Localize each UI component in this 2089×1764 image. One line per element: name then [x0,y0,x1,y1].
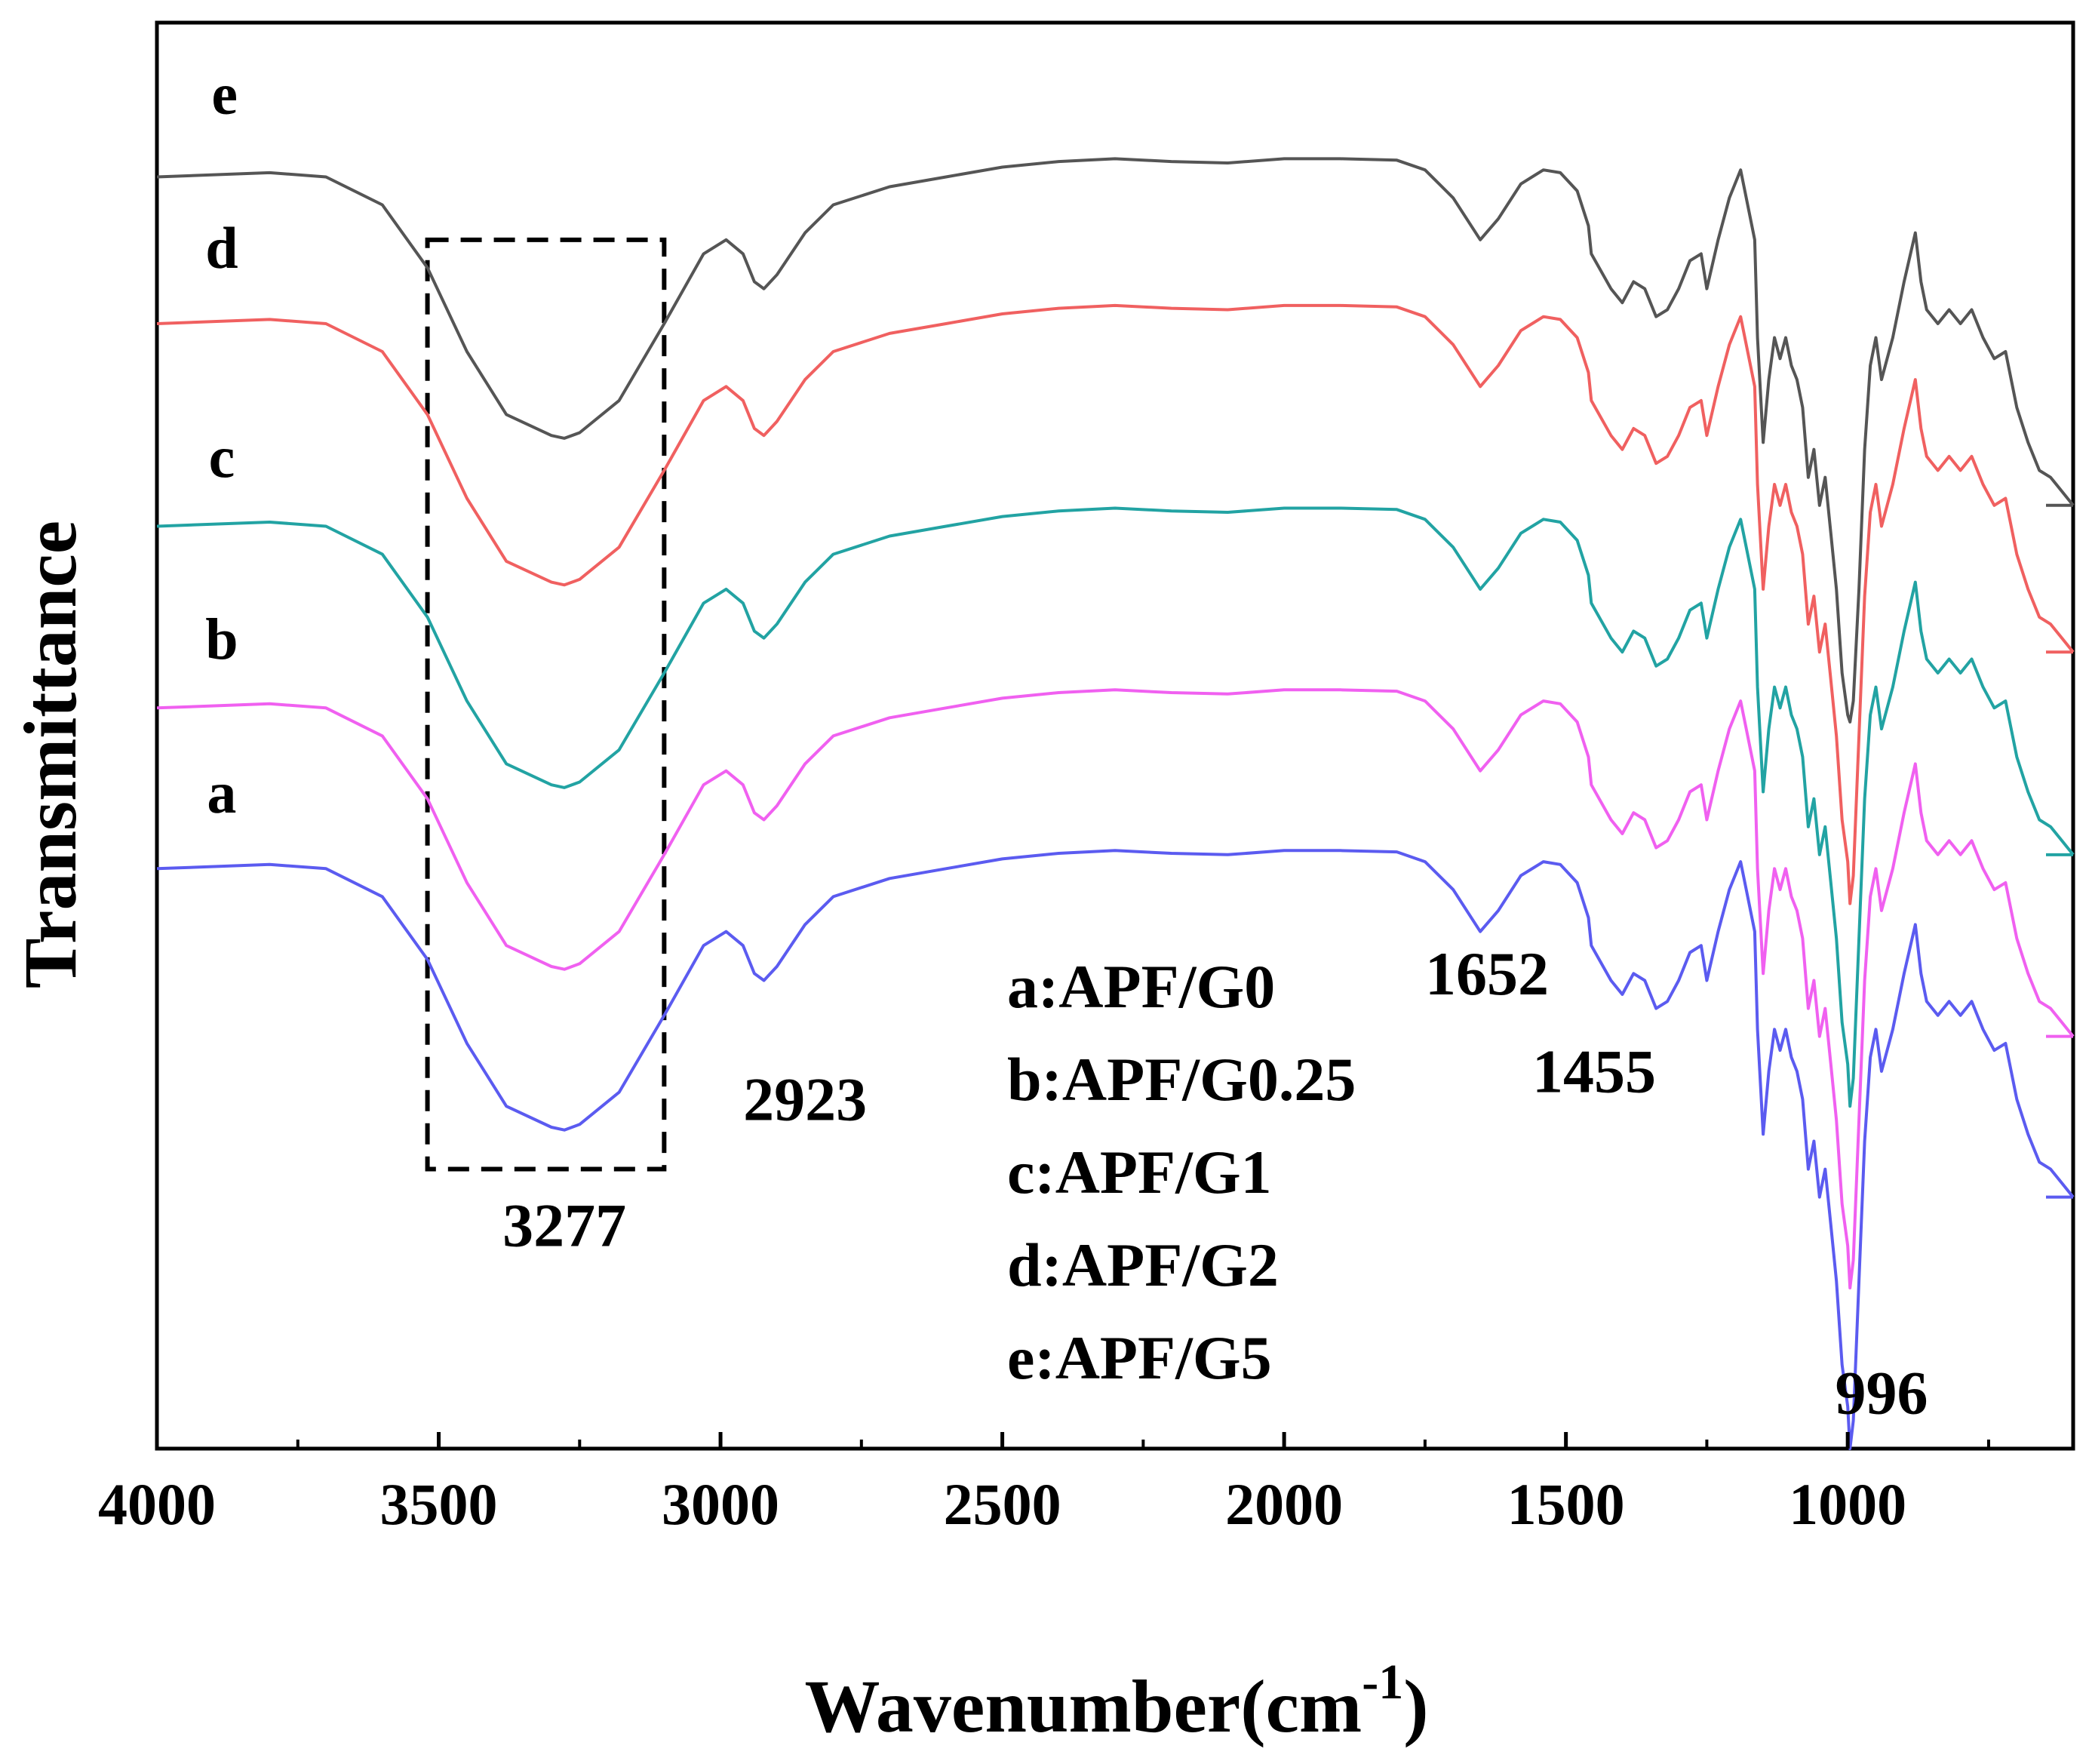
legend: a:APF/G0 b:APF/G0.25 c:APF/G1 d:APF/G2 e:APF… [1007,952,1356,1392]
x-tick-label-1000: 1000 [1789,1471,1906,1537]
x-tick-label-2500: 2500 [944,1471,1061,1537]
x-tick-label-3000: 3000 [662,1471,779,1537]
highlight-box-3277 [425,237,667,1172]
peak-label-3277: 3277 [502,1191,626,1259]
series-line-a [156,849,2075,1450]
x-axis-title-close: ) [1403,1664,1428,1748]
peak-label-1652: 1652 [1425,939,1549,1008]
peak-annotations: 3277 2923 1652 1455 996 [502,939,1928,1427]
series-line-d [156,303,2075,905]
peak-label-996: 996 [1836,1359,1928,1427]
peak-label-2923: 2923 [743,1065,867,1134]
x-axis-ticks: 4000 3500 3000 2500 2000 1500 1000 [98,1432,1990,1537]
curve-label-e: e [211,61,238,127]
x-tick-label-2000: 2000 [1225,1471,1343,1537]
peak-label-1455: 1455 [1532,1037,1656,1106]
right-edge-markers [2046,503,2073,1199]
series-line-b [156,688,2075,1289]
x-axis-title-sup: -1 [1362,1655,1403,1710]
curve-label-c: c [209,425,235,490]
x-tick-label-3500: 3500 [380,1471,498,1537]
legend-entry-0: a:APF/G0 [1007,952,1275,1021]
curve-label-d: d [205,215,238,281]
x-tick-label-4000: 4000 [98,1471,216,1537]
curve-label-a: a [207,760,236,825]
legend-entry-3: d:APF/G2 [1007,1231,1279,1299]
x-axis-title-main: Wavenumber(cm [804,1664,1362,1748]
x-axis-title: Wavenumber(cm-1) [804,1655,1428,1748]
legend-entry-1: b:APF/G0.25 [1007,1045,1356,1114]
series-line-e [156,157,2075,724]
y-axis-title: Transmittance [8,521,92,988]
x-tick-label-1500: 1500 [1507,1471,1625,1537]
curve-labels: e d c b a [205,61,238,825]
series-line-c [156,506,2075,1108]
curve-label-b: b [205,607,238,672]
plot-frame [155,20,2075,1451]
legend-entry-2: c:APF/G1 [1007,1138,1272,1206]
series-layer [156,157,2075,1450]
legend-entry-4: e:APF/G5 [1007,1323,1272,1392]
